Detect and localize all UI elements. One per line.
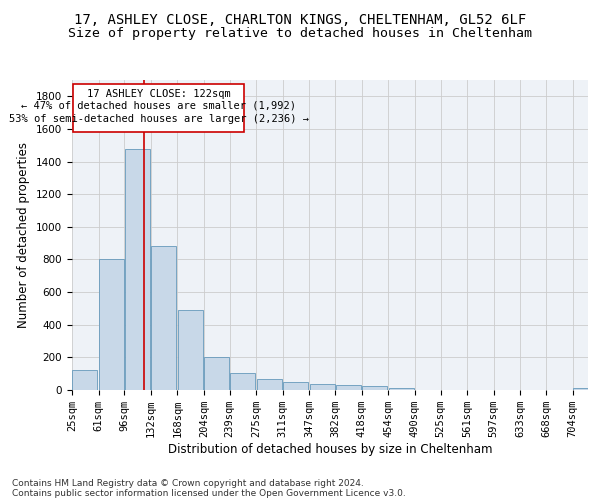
Bar: [151, 246, 176, 390]
Bar: [389, 388, 413, 390]
Text: 17 ASHLEY CLOSE: 122sqm: 17 ASHLEY CLOSE: 122sqm: [87, 88, 231, 99]
Text: Contains public sector information licensed under the Open Government Licence v3: Contains public sector information licen…: [12, 488, 406, 498]
Bar: [99, 260, 124, 390]
FancyBboxPatch shape: [73, 84, 244, 132]
Bar: [310, 384, 335, 390]
Bar: [283, 382, 308, 390]
Bar: [205, 356, 229, 390]
Bar: [178, 310, 203, 390]
Bar: [257, 380, 282, 390]
Text: Contains HM Land Registry data © Crown copyright and database right 2024.: Contains HM Land Registry data © Crown c…: [12, 478, 364, 488]
Y-axis label: Number of detached properties: Number of detached properties: [17, 142, 31, 328]
Bar: [125, 148, 150, 390]
Text: ← 47% of detached houses are smaller (1,992): ← 47% of detached houses are smaller (1,…: [22, 101, 296, 111]
Bar: [573, 388, 598, 390]
X-axis label: Distribution of detached houses by size in Cheltenham: Distribution of detached houses by size …: [168, 443, 492, 456]
Bar: [335, 385, 361, 390]
Text: Size of property relative to detached houses in Cheltenham: Size of property relative to detached ho…: [68, 28, 532, 40]
Text: 17, ASHLEY CLOSE, CHARLTON KINGS, CHELTENHAM, GL52 6LF: 17, ASHLEY CLOSE, CHARLTON KINGS, CHELTE…: [74, 12, 526, 26]
Bar: [73, 370, 97, 390]
Bar: [362, 386, 387, 390]
Bar: [230, 373, 255, 390]
Text: 53% of semi-detached houses are larger (2,236) →: 53% of semi-detached houses are larger (…: [9, 114, 309, 124]
